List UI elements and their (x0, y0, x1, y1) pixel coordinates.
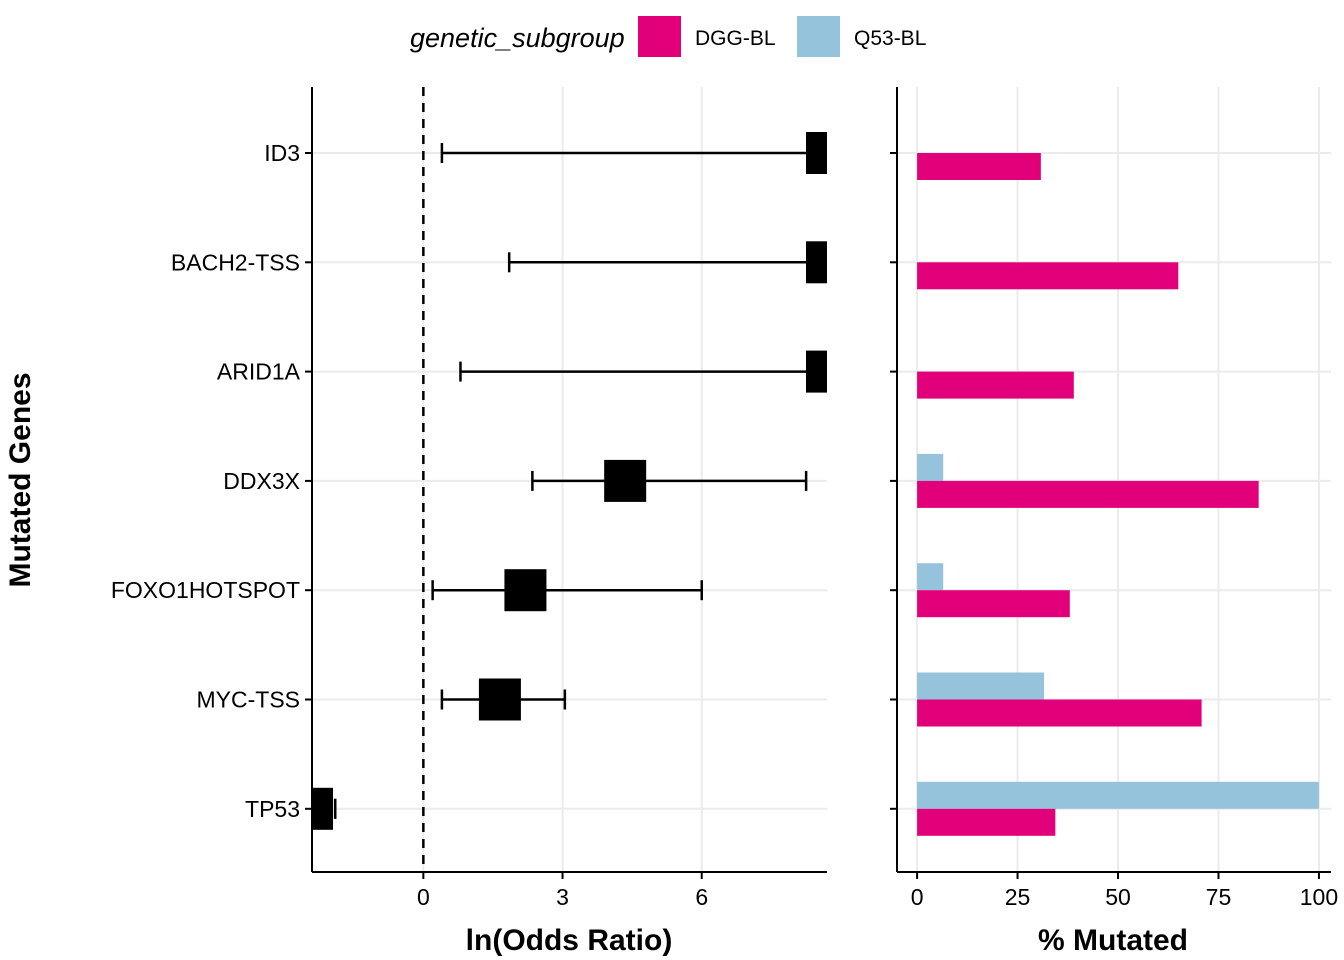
bar-q53 (917, 563, 944, 591)
bar-axes (890, 87, 1331, 873)
gene-label: MYC-TSS (197, 687, 301, 713)
bar-dgg (917, 480, 1259, 508)
bar-grid (897, 87, 1331, 872)
bar-x-tick-label: 100 (1300, 884, 1338, 910)
gene-label: TP53 (245, 796, 300, 822)
bar-x-tick-label: 75 (1206, 884, 1232, 910)
bar-dgg (917, 153, 1041, 180)
forest-axes (311, 87, 827, 873)
gene-label: FOXO1HOTSPOT (111, 577, 300, 603)
forest-x-ticks: 0 3 6 (417, 872, 708, 910)
estimate-point (806, 132, 827, 174)
gene-labels: ID3 BACH2-TSS ARID1A DDX3X FOXO1HOTSPOT MYC-T… (111, 140, 312, 822)
bar-q53 (917, 453, 944, 481)
legend-swatch-dgg (638, 16, 681, 57)
forest-panel: ID3 BACH2-TSS ARID1A DDX3X FOXO1HOTSPOT MYC-T… (4, 87, 827, 957)
forest-marks (312, 132, 827, 830)
estimate-point (806, 241, 827, 284)
estimate-point (504, 569, 547, 612)
estimate-point (478, 678, 521, 721)
bar-dgg (917, 262, 1179, 290)
bar-dgg (917, 808, 1056, 836)
legend-label-q53: Q53-BL (854, 27, 926, 50)
bar-dgg (917, 699, 1202, 727)
bar-q53 (917, 781, 1319, 809)
estimate-point (806, 350, 827, 393)
gene-label: DDX3X (223, 468, 300, 494)
estimate-point (604, 459, 647, 502)
bar-marks (917, 153, 1319, 836)
forest-x-tick-label: 0 (417, 884, 430, 910)
bar-x-axis-title: % Mutated (1038, 924, 1188, 957)
legend: genetic_subgroup DGG-BL Q53-BL (410, 16, 926, 57)
bar-x-ticks: 0 25 50 75 100 (911, 872, 1338, 910)
legend-swatch-q53 (797, 16, 840, 57)
legend-title: genetic_subgroup (410, 23, 625, 53)
bar-x-tick-label: 50 (1105, 884, 1131, 910)
bar-panel: 0 25 50 75 100 % Mutated (890, 87, 1338, 957)
forest-x-tick-label: 6 (695, 884, 708, 910)
gene-label: BACH2-TSS (171, 249, 300, 275)
gene-label: ID3 (264, 140, 300, 166)
y-axis-title: Mutated Genes (4, 372, 37, 587)
bar-q53 (917, 672, 1045, 700)
gene-label: ARID1A (217, 359, 301, 385)
forest-grid (312, 87, 827, 872)
estimate-point (312, 787, 333, 830)
bar-dgg (917, 590, 1070, 618)
legend-label-dgg: DGG-BL (695, 27, 776, 50)
forest-x-tick-label: 3 (556, 884, 569, 910)
bar-dgg (917, 371, 1074, 399)
bar-x-tick-label: 25 (1005, 884, 1031, 910)
bar-x-tick-label: 0 (911, 884, 924, 910)
forest-x-axis-title: ln(Odds Ratio) (466, 924, 673, 957)
